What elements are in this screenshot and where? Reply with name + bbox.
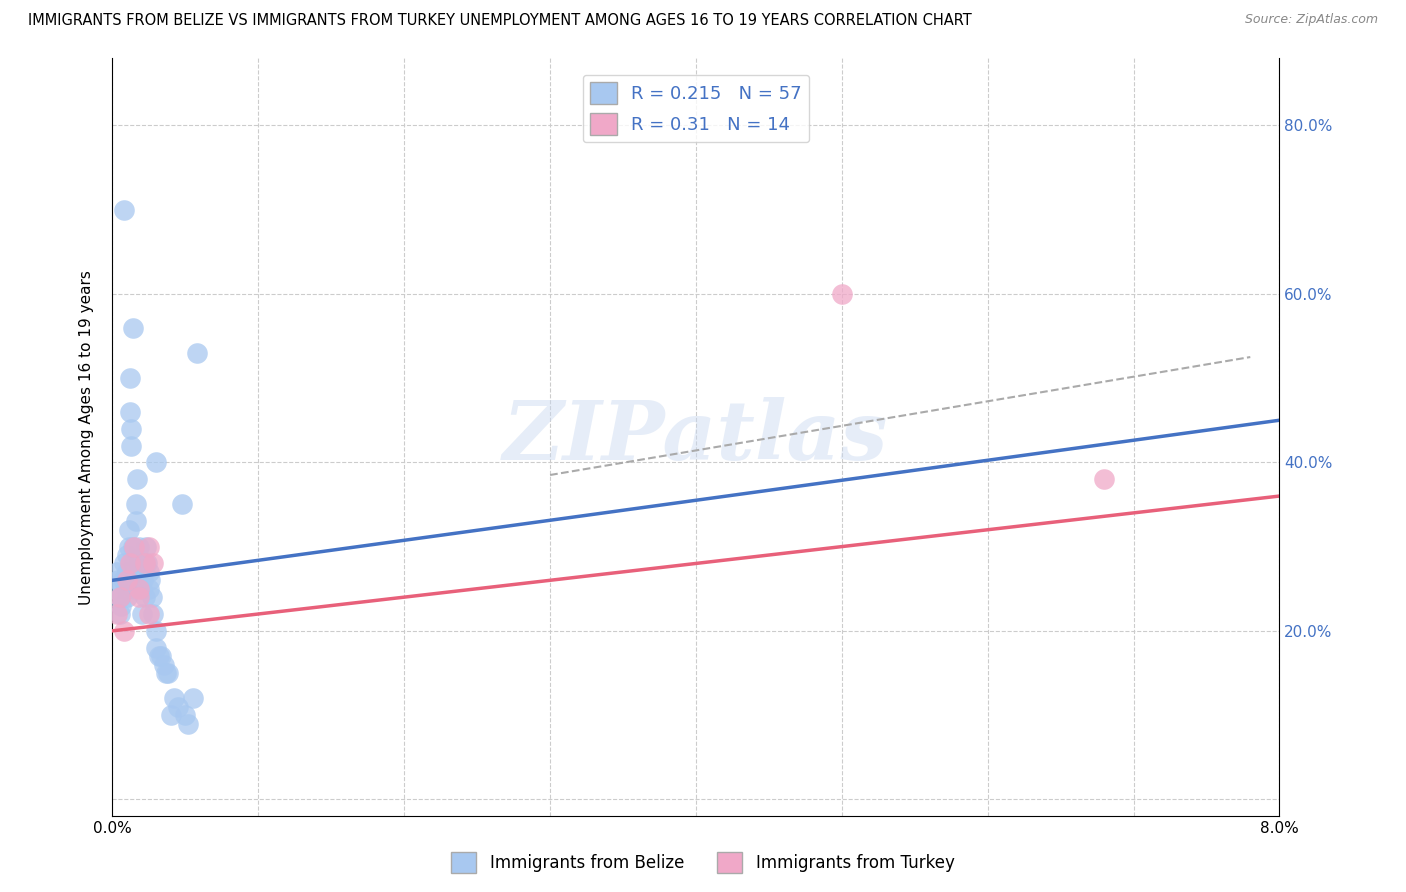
Point [118, 371, 141, 385]
Point [105, 565, 128, 579]
Point [115, 590, 138, 604]
Point [152, 657, 174, 672]
Point [115, 548, 138, 562]
Point [149, 649, 172, 664]
Point [115, 565, 138, 579]
Point [122, 320, 145, 334]
Point [104, 582, 127, 596]
Point [181, 691, 204, 706]
Point [120, 422, 142, 436]
Point [141, 590, 163, 604]
Point [156, 665, 179, 680]
Y-axis label: Unemployment Among Ages 16 to 19 years: Unemployment Among Ages 16 to 19 years [79, 269, 94, 605]
Point [131, 582, 153, 596]
Point [131, 607, 153, 621]
Point [112, 557, 135, 571]
Legend: R = 0.215   N = 57, R = 0.31   N = 14: R = 0.215 N = 57, R = 0.31 N = 14 [582, 75, 810, 142]
Point [148, 649, 170, 664]
Text: IMMIGRANTS FROM BELIZE VS IMMIGRANTS FROM TURKEY UNEMPLOYMENT AMONG AGES 16 TO 1: IMMIGRANTS FROM BELIZE VS IMMIGRANTS FRO… [28, 13, 972, 29]
Point [134, 557, 156, 571]
Point [124, 540, 146, 554]
Point [122, 540, 145, 554]
Point [142, 607, 165, 621]
Text: Source: ZipAtlas.com: Source: ZipAtlas.com [1244, 13, 1378, 27]
Point [136, 557, 159, 571]
Point [112, 624, 135, 638]
Point [118, 557, 141, 571]
Point [174, 708, 197, 723]
Point [186, 346, 208, 360]
Point [124, 582, 146, 596]
Point [108, 590, 131, 604]
Point [163, 691, 186, 706]
Point [142, 557, 165, 571]
Point [128, 557, 150, 571]
Point [831, 286, 853, 301]
Point [105, 607, 128, 621]
Point [117, 523, 139, 537]
Point [134, 557, 156, 571]
Point [1094, 472, 1116, 486]
Point [112, 202, 135, 217]
Point [128, 590, 150, 604]
Point [138, 607, 160, 621]
Point [167, 699, 190, 714]
Point [134, 590, 156, 604]
Legend: Immigrants from Belize, Immigrants from Turkey: Immigrants from Belize, Immigrants from … [444, 846, 962, 880]
Point [138, 582, 160, 596]
Point [138, 540, 160, 554]
Point [160, 708, 183, 723]
Point [111, 574, 134, 588]
Point [125, 514, 148, 528]
Point [129, 565, 152, 579]
Point [145, 640, 167, 655]
Point [108, 590, 131, 604]
Point [128, 540, 150, 554]
Point [132, 574, 155, 588]
Point [155, 665, 177, 680]
Point [117, 540, 139, 554]
Point [107, 574, 129, 588]
Text: ZIPatlas: ZIPatlas [503, 397, 889, 477]
Point [118, 405, 141, 419]
Point [114, 582, 136, 596]
Point [128, 582, 150, 596]
Point [115, 574, 138, 588]
Point [108, 607, 131, 621]
Point [145, 624, 167, 638]
Point [135, 540, 157, 554]
Point [110, 599, 132, 613]
Point [177, 716, 200, 731]
Point [138, 565, 160, 579]
Point [124, 557, 146, 571]
Point [127, 472, 149, 486]
Point [139, 574, 162, 588]
Point [145, 455, 167, 469]
Point [125, 498, 148, 512]
Point [120, 438, 142, 452]
Point [172, 498, 194, 512]
